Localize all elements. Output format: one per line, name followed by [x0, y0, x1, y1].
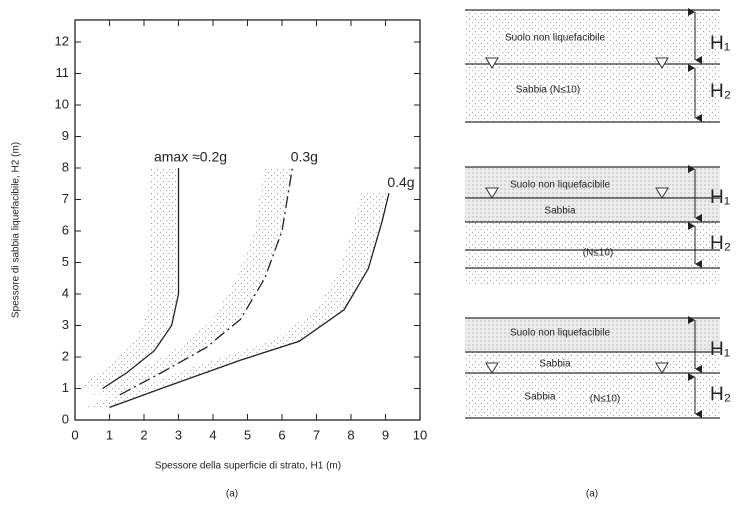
y-tick-label: 0	[62, 411, 69, 426]
stipple-band	[81, 193, 389, 408]
soil-fill	[465, 167, 720, 222]
layer-label: Sabbia	[544, 206, 576, 217]
water-symbol	[485, 57, 669, 69]
series-label: 0.3g	[291, 149, 318, 165]
curve	[119, 167, 293, 396]
x-tick-label: 6	[278, 427, 285, 442]
y-tick-label: 3	[62, 317, 69, 332]
water-symbol	[485, 187, 669, 199]
diagram: Suolo non liquefacibile Sabbia (N≤10) H₁…	[465, 8, 731, 500]
stipple-band	[74, 168, 179, 389]
h2-label: H₂	[710, 384, 731, 405]
y-tick-label: 10	[55, 96, 69, 111]
layer-label: Sabbia	[539, 359, 571, 370]
y-tick-label: 9	[62, 128, 69, 143]
curve	[109, 193, 390, 409]
x-tick-label: 5	[244, 427, 251, 442]
caption: (a)	[226, 489, 238, 500]
y-tick-label: 5	[62, 254, 69, 269]
x-tick-label: 2	[140, 427, 147, 442]
x-tick-label: 4	[209, 427, 216, 442]
y-tick-label: 12	[55, 33, 69, 48]
soil-fill	[465, 10, 720, 122]
x-tick-label: 0	[71, 427, 78, 442]
y-tick-label: 8	[62, 159, 69, 174]
y-tick-label: 7	[62, 191, 69, 206]
y-tick-label: 4	[62, 285, 69, 300]
stipple-band	[91, 168, 293, 395]
h1-label: H₁	[710, 33, 730, 54]
curve	[102, 168, 180, 390]
h1-label: H₁	[710, 187, 730, 208]
layer-label: Suolo non liquefacibile	[505, 33, 606, 44]
chart: Spessore della superficie di strato, H1 …	[11, 19, 427, 500]
y-tick-label: 2	[62, 348, 69, 363]
x-tick-label: 9	[382, 427, 389, 442]
x-tick-label: 1	[106, 427, 113, 442]
layer-label: Sabbia	[524, 392, 556, 403]
x-axis-label: Spessore della superficie di strato, H1 …	[155, 461, 341, 472]
x-tick-label: 3	[175, 427, 182, 442]
h1-label: H₁	[710, 339, 730, 360]
layer-label: (N≤10)	[583, 248, 614, 259]
y-axis-label: Spessore di sabbia liquefacibile, H2 (m)	[11, 142, 22, 318]
h2-label: H₂	[710, 233, 731, 254]
x-tick-label: 10	[413, 427, 427, 442]
soil-fill	[465, 318, 720, 352]
h2-label: H₂	[710, 81, 731, 102]
y-tick-label: 11	[56, 65, 70, 80]
caption: (a)	[586, 489, 598, 500]
x-tick-label: 8	[347, 427, 354, 442]
y-tick-label: 6	[62, 222, 69, 237]
series-label: amax ≈0.2g	[154, 149, 227, 165]
water-symbol	[485, 362, 669, 374]
x-tick-label: 7	[313, 427, 320, 442]
layer-label: Suolo non liquefacibile	[510, 328, 611, 339]
series-label: 0.4g	[387, 174, 414, 190]
layer-label: Suolo non liquefacibile	[510, 180, 611, 191]
layer-label: Sabbia (N≤10)	[516, 85, 580, 96]
y-tick-label: 1	[62, 380, 69, 395]
layer-label: (N≤10)	[590, 394, 621, 405]
